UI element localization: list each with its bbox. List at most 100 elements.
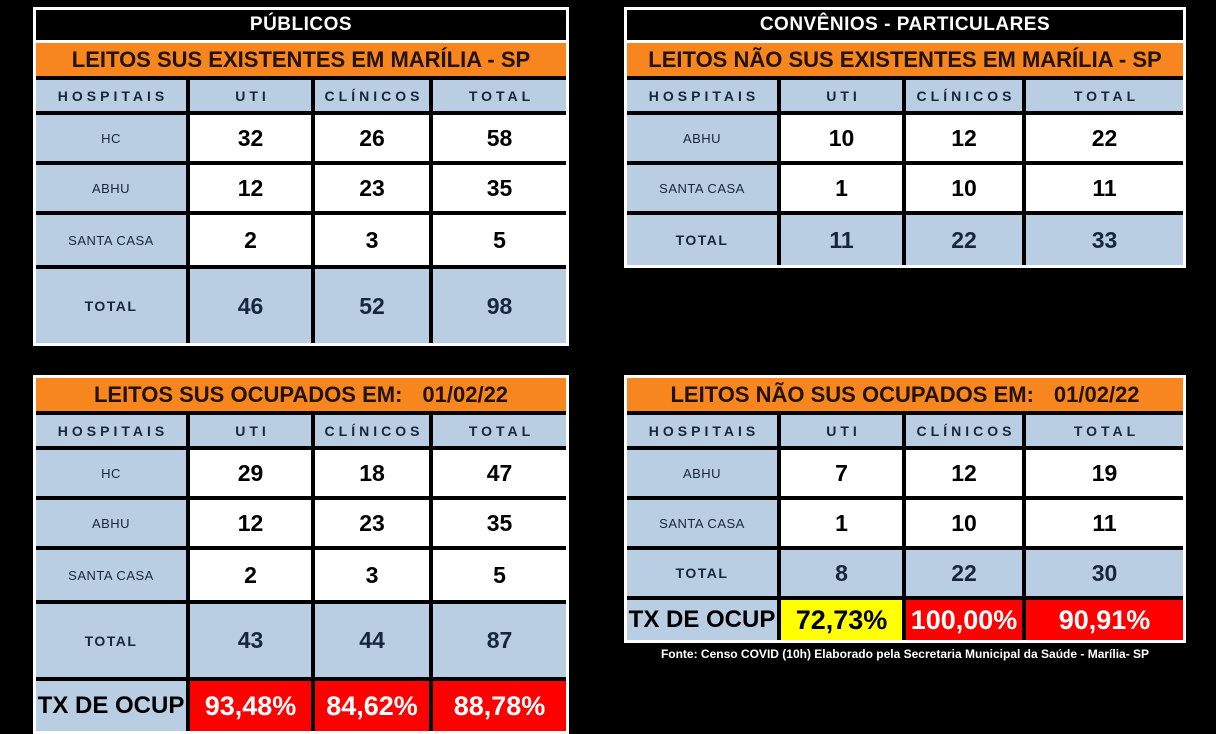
hospital-label: ABHU	[627, 450, 777, 496]
panel-sus-ocupados: LEITOS SUS OCUPADOS EM: 01/02/22 HOSPITA…	[33, 375, 569, 734]
tx-uti-value: 72,73%	[781, 600, 902, 640]
category-title-convenios: CONVÊNIOS - PARTICULARES	[627, 10, 1183, 43]
clinicos-value: 10	[906, 165, 1022, 211]
total-label: TOTAL	[36, 604, 186, 677]
total-value: 35	[433, 165, 566, 211]
table-title-nao-sus-ocupados: LEITOS NÃO SUS OCUPADOS EM: 01/02/22	[627, 378, 1183, 411]
total-row: TOTAL 8 22 30	[627, 550, 1183, 596]
hospital-label: ABHU	[36, 500, 186, 546]
total-value: 11	[1026, 165, 1183, 211]
hospital-label: ABHU	[627, 115, 777, 161]
hospital-label: SANTA CASA	[627, 500, 777, 546]
total-label: TOTAL	[627, 550, 777, 596]
uti-total: 43	[190, 604, 311, 677]
tx-uti-value: 93,48%	[190, 681, 311, 731]
panel-nao-sus-existentes: CONVÊNIOS - PARTICULARES LEITOS NÃO SUS …	[624, 7, 1186, 268]
column-header-total: TOTAL	[433, 80, 566, 111]
table-title-sus-ocupados: LEITOS SUS OCUPADOS EM: 01/02/22	[36, 378, 566, 411]
clinicos-value: 3	[315, 215, 429, 265]
total-total: 30	[1026, 550, 1183, 596]
table-row-hc: HC 32 26 58	[36, 115, 566, 161]
column-header-uti: UTI	[190, 80, 311, 111]
table-title-text: LEITOS SUS OCUPADOS EM:	[93, 381, 403, 407]
table-row-santa-casa: SANTA CASA 1 10 11	[627, 165, 1183, 211]
clinicos-value: 26	[315, 115, 429, 161]
tx-ocup-label: TX DE OCUP	[627, 600, 777, 640]
uti-value: 1	[781, 165, 902, 211]
tx-clinicos-value: 100,00%	[906, 600, 1022, 640]
header-row: HOSPITAIS UTI CLÍNICOS TOTAL	[627, 80, 1183, 111]
column-header-clinicos: CLÍNICOS	[906, 80, 1022, 111]
hospital-label: HC	[36, 115, 186, 161]
tx-ocup-label: TX DE OCUP	[36, 681, 186, 731]
clinicos-total: 22	[906, 550, 1022, 596]
hospital-label: SANTA CASA	[627, 165, 777, 211]
hospital-label: SANTA CASA	[36, 215, 186, 265]
uti-total: 8	[781, 550, 902, 596]
column-header-hospitais: HOSPITAIS	[36, 80, 186, 111]
total-label: TOTAL	[627, 215, 777, 265]
clinicos-value: 18	[315, 450, 429, 496]
tx-total-value: 88,78%	[433, 681, 566, 731]
hospital-label: ABHU	[36, 165, 186, 211]
column-header-total: TOTAL	[1026, 80, 1183, 111]
total-row: TOTAL 11 22 33	[627, 215, 1183, 265]
column-header-hospitais: HOSPITAIS	[627, 415, 777, 446]
hospital-label: SANTA CASA	[36, 550, 186, 600]
table-row-santa-casa: SANTA CASA 1 10 11	[627, 500, 1183, 546]
total-value: 47	[433, 450, 566, 496]
total-value: 58	[433, 115, 566, 161]
table-title-text: LEITOS SUS EXISTENTES EM MARÍLIA - SP	[71, 46, 531, 72]
table-title-text: LEITOS NÃO SUS OCUPADOS EM:	[670, 381, 1034, 407]
total-label: TOTAL	[36, 269, 186, 343]
table-row-santa-casa: SANTA CASA 2 3 5	[36, 550, 566, 600]
hospital-label: HC	[36, 450, 186, 496]
uti-value: 29	[190, 450, 311, 496]
clinicos-total: 22	[906, 215, 1022, 265]
total-total: 98	[433, 269, 566, 343]
table-row-abhu: ABHU 7 12 19	[627, 450, 1183, 496]
report-date: 01/02/22	[1053, 381, 1140, 407]
table-title-nao-sus-existentes: LEITOS NÃO SUS EXISTENTES EM MARÍLIA - S…	[627, 43, 1183, 76]
panel-sus-existentes: PÚBLICOS LEITOS SUS EXISTENTES EM MARÍLI…	[33, 7, 569, 346]
tx-clinicos-value: 84,62%	[315, 681, 429, 731]
tx-ocup-row: TX DE OCUP 93,48% 84,62% 88,78%	[36, 681, 566, 731]
clinicos-value: 12	[906, 450, 1022, 496]
total-value: 35	[433, 500, 566, 546]
column-header-hospitais: HOSPITAIS	[36, 415, 186, 446]
table-row-abhu: ABHU 12 23 35	[36, 165, 566, 211]
table-row-abhu: ABHU 12 23 35	[36, 500, 566, 546]
clinicos-value: 23	[315, 500, 429, 546]
column-header-total: TOTAL	[1026, 415, 1183, 446]
uti-value: 12	[190, 165, 311, 211]
column-header-uti: UTI	[781, 415, 902, 446]
table-title-sus-existentes: LEITOS SUS EXISTENTES EM MARÍLIA - SP	[36, 43, 566, 76]
total-row: TOTAL 46 52 98	[36, 269, 566, 343]
table-row-hc: HC 29 18 47	[36, 450, 566, 496]
clinicos-value: 23	[315, 165, 429, 211]
table-row-santa-casa: SANTA CASA 2 3 5	[36, 215, 566, 265]
uti-value: 7	[781, 450, 902, 496]
total-value: 5	[433, 550, 566, 600]
panel-nao-sus-ocupados: LEITOS NÃO SUS OCUPADOS EM: 01/02/22 HOS…	[624, 375, 1186, 643]
category-title-publicos: PÚBLICOS	[36, 10, 566, 43]
uti-value: 32	[190, 115, 311, 161]
uti-value: 2	[190, 550, 311, 600]
column-header-hospitais: HOSPITAIS	[627, 80, 777, 111]
clinicos-total: 52	[315, 269, 429, 343]
uti-value: 2	[190, 215, 311, 265]
clinicos-value: 3	[315, 550, 429, 600]
total-row: TOTAL 43 44 87	[36, 604, 566, 677]
clinicos-value: 10	[906, 500, 1022, 546]
header-row: HOSPITAIS UTI CLÍNICOS TOTAL	[36, 80, 566, 111]
report-date: 01/02/22	[422, 381, 509, 407]
total-value: 11	[1026, 500, 1183, 546]
column-header-clinicos: CLÍNICOS	[906, 415, 1022, 446]
column-header-total: TOTAL	[433, 415, 566, 446]
total-value: 19	[1026, 450, 1183, 496]
total-total: 87	[433, 604, 566, 677]
header-row: HOSPITAIS UTI CLÍNICOS TOTAL	[627, 415, 1183, 446]
source-note: Fonte: Censo COVID (10h) Elaborado pela …	[660, 647, 1150, 661]
uti-value: 10	[781, 115, 902, 161]
uti-total: 11	[781, 215, 902, 265]
